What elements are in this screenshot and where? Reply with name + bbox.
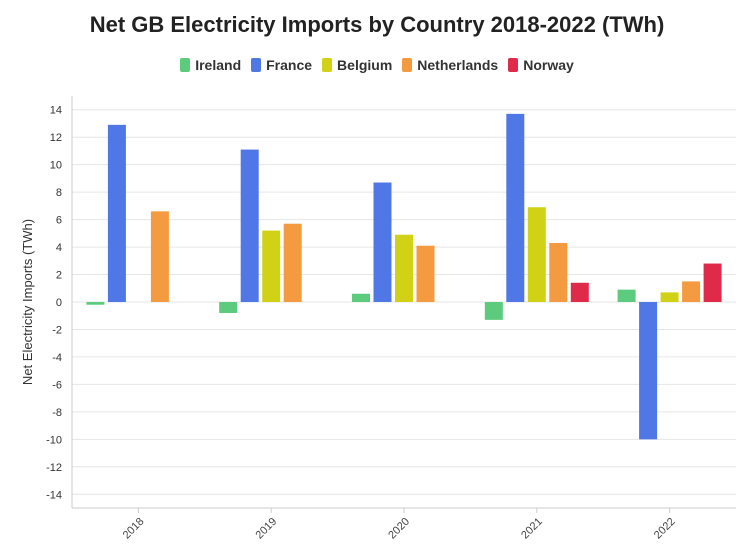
bar-belgium-2020 [395,234,413,302]
y-tick-label: -12 [46,462,62,474]
bar-france-2020 [373,182,392,302]
legend-label: France [266,57,313,73]
legend-item-ireland[interactable]: Ireland [180,57,241,73]
bar-belgium-2022 [660,292,679,302]
bar-ireland-2022 [617,289,636,302]
legend-label: Ireland [195,57,242,73]
bar-belgium-2021 [527,207,546,302]
bar-ireland-2020 [352,293,370,302]
legend-item-france[interactable]: France [251,57,312,73]
y-tick-label: -10 [46,434,62,446]
legend-item-norway[interactable]: Norway [508,57,574,73]
legend-label: Netherlands [417,57,499,73]
bar-netherlands-2021 [549,242,568,302]
y-tick-label: -8 [52,407,62,419]
y-tick-label: 4 [56,242,62,254]
legend-item-netherlands[interactable]: Netherlands [402,57,498,73]
bar-belgium-2019 [262,230,281,302]
y-tick-label: 12 [50,132,62,144]
y-tick-label: -4 [52,352,62,364]
legend-item-belgium[interactable]: Belgium [322,57,392,73]
y-tick-label: 10 [50,160,62,172]
bar-netherlands-2022 [682,281,701,302]
x-tick-label: 2019 [254,516,280,542]
bar-netherlands-2018 [150,211,169,302]
bar-france-2019 [240,149,259,302]
y-tick-label: 8 [56,187,62,199]
bar-ireland-2019 [219,302,238,313]
bar-norway-2022 [703,263,722,302]
bar-france-2021 [506,113,525,302]
legend-label: Belgium [337,57,393,73]
x-tick-label: 2022 [652,516,678,542]
legend: Ireland France Belgium Netherlands Norway [0,57,754,73]
y-tick-label: -2 [52,324,62,336]
x-tick-label: 2021 [519,516,545,542]
bar-ireland-2018 [86,302,105,305]
y-tick-label: -6 [52,379,62,391]
chart-title: Net GB Electricity Imports by Country 20… [89,12,665,37]
bar-ireland-2021 [484,302,503,320]
legend-swatch [402,58,413,72]
legend-swatch [251,58,262,72]
bar-netherlands-2019 [283,223,302,302]
bar-netherlands-2020 [416,245,435,302]
y-tick-label: 2 [56,270,62,282]
legend-swatch [322,58,333,72]
legend-swatch [180,58,191,72]
legend-swatch [508,58,519,72]
bar-france-2022 [639,302,658,440]
x-tick-label: 2020 [386,516,412,542]
y-tick-label: 14 [50,105,62,117]
x-tick-label: 2018 [121,516,147,542]
y-tick-label: 6 [56,215,62,227]
legend-label: Norway [523,57,574,73]
bar-norway-2021 [570,282,589,302]
y-axis-label: Net Electricity Imports (TWh) [20,219,35,385]
bar-france-2018 [107,124,126,302]
y-tick-label: -14 [46,489,62,501]
y-tick-label: 0 [56,297,62,309]
